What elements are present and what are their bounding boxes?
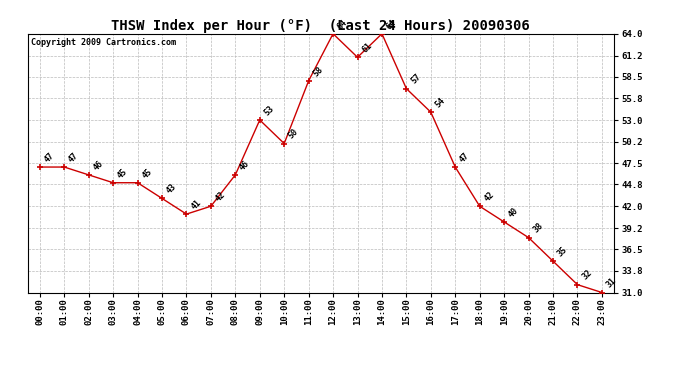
Text: 45: 45 [140, 166, 154, 180]
Text: 53: 53 [262, 104, 276, 117]
Text: Copyright 2009 Cartronics.com: Copyright 2009 Cartronics.com [30, 38, 175, 46]
Text: 32: 32 [580, 268, 593, 282]
Text: 41: 41 [189, 198, 203, 211]
Text: 47: 47 [458, 151, 471, 164]
Title: THSW Index per Hour (°F)  (Last 24 Hours) 20090306: THSW Index per Hour (°F) (Last 24 Hours)… [112, 19, 530, 33]
Text: 42: 42 [214, 190, 227, 204]
Text: 58: 58 [311, 64, 325, 78]
Text: 43: 43 [165, 182, 178, 196]
Text: 40: 40 [507, 206, 520, 219]
Text: 45: 45 [116, 166, 129, 180]
Text: 54: 54 [433, 96, 447, 109]
Text: 42: 42 [482, 190, 496, 204]
Text: 46: 46 [92, 159, 105, 172]
Text: 47: 47 [43, 151, 56, 164]
Text: 35: 35 [555, 245, 569, 258]
Text: 64: 64 [385, 18, 398, 31]
Text: 64: 64 [336, 18, 349, 31]
Text: 57: 57 [409, 72, 422, 86]
Text: 47: 47 [67, 151, 81, 164]
Text: 50: 50 [287, 127, 300, 141]
Text: 46: 46 [238, 159, 252, 172]
Text: 61: 61 [360, 41, 374, 54]
Text: 38: 38 [531, 221, 545, 235]
Text: 31: 31 [604, 276, 618, 290]
